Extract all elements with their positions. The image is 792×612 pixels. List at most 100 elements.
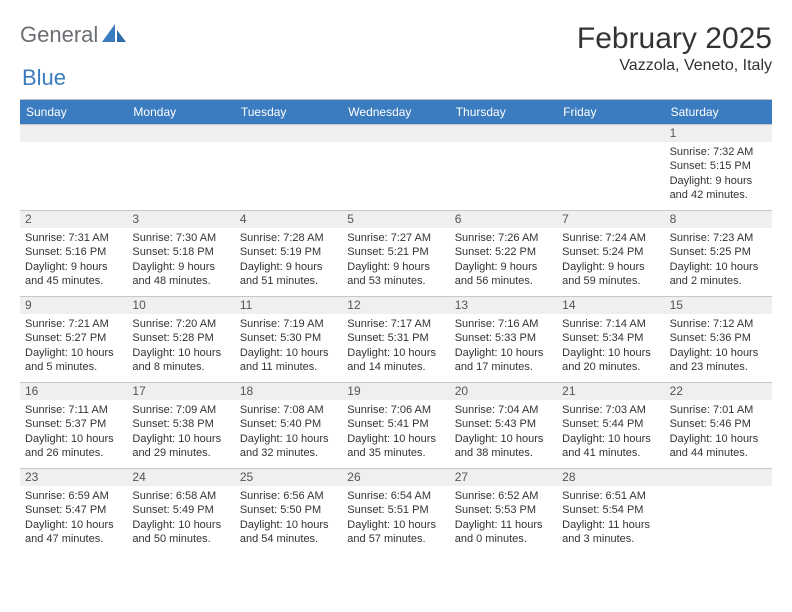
day-number: 22 <box>665 383 772 400</box>
sunrise-text: Sunrise: 7:09 AM <box>132 403 229 417</box>
calendar-day-cell: 14Sunrise: 7:14 AMSunset: 5:34 PMDayligh… <box>557 297 664 382</box>
day-details: Sunrise: 6:58 AMSunset: 5:49 PMDaylight:… <box>127 486 234 550</box>
daylight-text: Daylight: 9 hours and 45 minutes. <box>25 260 122 289</box>
day-number: 19 <box>342 383 449 400</box>
weekday-header-row: Sunday Monday Tuesday Wednesday Thursday… <box>20 99 772 124</box>
calendar-day-cell: 6Sunrise: 7:26 AMSunset: 5:22 PMDaylight… <box>450 211 557 296</box>
day-details: Sunrise: 7:27 AMSunset: 5:21 PMDaylight:… <box>342 228 449 292</box>
day-details: Sunrise: 7:12 AMSunset: 5:36 PMDaylight:… <box>665 314 772 378</box>
day-details: Sunrise: 6:52 AMSunset: 5:53 PMDaylight:… <box>450 486 557 550</box>
sunset-text: Sunset: 5:19 PM <box>240 245 337 259</box>
daylight-text: Daylight: 9 hours and 56 minutes. <box>455 260 552 289</box>
brand-logo: General <box>20 22 130 50</box>
sunset-text: Sunset: 5:27 PM <box>25 331 122 345</box>
calendar-day-cell: 15Sunrise: 7:12 AMSunset: 5:36 PMDayligh… <box>665 297 772 382</box>
day-details: Sunrise: 7:14 AMSunset: 5:34 PMDaylight:… <box>557 314 664 378</box>
sunrise-text: Sunrise: 7:26 AM <box>455 231 552 245</box>
sunset-text: Sunset: 5:22 PM <box>455 245 552 259</box>
sunrise-text: Sunrise: 7:31 AM <box>25 231 122 245</box>
calendar-day-cell: 20Sunrise: 7:04 AMSunset: 5:43 PMDayligh… <box>450 383 557 468</box>
day-number <box>20 125 127 142</box>
sunset-text: Sunset: 5:40 PM <box>240 417 337 431</box>
daylight-text: Daylight: 10 hours and 14 minutes. <box>347 346 444 375</box>
sunset-text: Sunset: 5:31 PM <box>347 331 444 345</box>
calendar-page: General February 2025 Vazzola, Veneto, I… <box>0 0 792 554</box>
day-details: Sunrise: 7:06 AMSunset: 5:41 PMDaylight:… <box>342 400 449 464</box>
day-number <box>557 125 664 142</box>
day-number: 14 <box>557 297 664 314</box>
weekday-header: Sunday <box>20 100 127 124</box>
day-details: Sunrise: 7:23 AMSunset: 5:25 PMDaylight:… <box>665 228 772 292</box>
day-number: 8 <box>665 211 772 228</box>
weekday-header: Monday <box>127 100 234 124</box>
sunset-text: Sunset: 5:30 PM <box>240 331 337 345</box>
sunrise-text: Sunrise: 7:20 AM <box>132 317 229 331</box>
daylight-text: Daylight: 9 hours and 51 minutes. <box>240 260 337 289</box>
sunset-text: Sunset: 5:53 PM <box>455 503 552 517</box>
sunrise-text: Sunrise: 7:16 AM <box>455 317 552 331</box>
weekday-header: Saturday <box>665 100 772 124</box>
calendar-day-cell: 17Sunrise: 7:09 AMSunset: 5:38 PMDayligh… <box>127 383 234 468</box>
calendar-day-cell: 13Sunrise: 7:16 AMSunset: 5:33 PMDayligh… <box>450 297 557 382</box>
day-details: Sunrise: 7:31 AMSunset: 5:16 PMDaylight:… <box>20 228 127 292</box>
daylight-text: Daylight: 10 hours and 32 minutes. <box>240 432 337 461</box>
sunrise-text: Sunrise: 7:17 AM <box>347 317 444 331</box>
day-number: 10 <box>127 297 234 314</box>
sunset-text: Sunset: 5:38 PM <box>132 417 229 431</box>
calendar-week-row: 1Sunrise: 7:32 AMSunset: 5:15 PMDaylight… <box>20 124 772 210</box>
day-details: Sunrise: 7:21 AMSunset: 5:27 PMDaylight:… <box>20 314 127 378</box>
sunset-text: Sunset: 5:54 PM <box>562 503 659 517</box>
sunrise-text: Sunrise: 7:01 AM <box>670 403 767 417</box>
day-details: Sunrise: 7:28 AMSunset: 5:19 PMDaylight:… <box>235 228 342 292</box>
sunset-text: Sunset: 5:36 PM <box>670 331 767 345</box>
daylight-text: Daylight: 10 hours and 26 minutes. <box>25 432 122 461</box>
calendar-week-row: 2Sunrise: 7:31 AMSunset: 5:16 PMDaylight… <box>20 210 772 296</box>
calendar-day-cell: 16Sunrise: 7:11 AMSunset: 5:37 PMDayligh… <box>20 383 127 468</box>
sunrise-text: Sunrise: 7:21 AM <box>25 317 122 331</box>
sunrise-text: Sunrise: 7:06 AM <box>347 403 444 417</box>
sunrise-text: Sunrise: 7:32 AM <box>670 145 767 159</box>
calendar-day-cell: 23Sunrise: 6:59 AMSunset: 5:47 PMDayligh… <box>20 469 127 554</box>
day-details: Sunrise: 7:08 AMSunset: 5:40 PMDaylight:… <box>235 400 342 464</box>
calendar-week-row: 23Sunrise: 6:59 AMSunset: 5:47 PMDayligh… <box>20 468 772 554</box>
day-number: 16 <box>20 383 127 400</box>
weekday-header: Wednesday <box>342 100 449 124</box>
daylight-text: Daylight: 10 hours and 35 minutes. <box>347 432 444 461</box>
day-number: 15 <box>665 297 772 314</box>
day-details: Sunrise: 7:26 AMSunset: 5:22 PMDaylight:… <box>450 228 557 292</box>
day-details: Sunrise: 7:30 AMSunset: 5:18 PMDaylight:… <box>127 228 234 292</box>
day-details: Sunrise: 6:54 AMSunset: 5:51 PMDaylight:… <box>342 486 449 550</box>
daylight-text: Daylight: 10 hours and 41 minutes. <box>562 432 659 461</box>
day-number: 28 <box>557 469 664 486</box>
day-details: Sunrise: 7:11 AMSunset: 5:37 PMDaylight:… <box>20 400 127 464</box>
day-number <box>665 469 772 486</box>
daylight-text: Daylight: 10 hours and 44 minutes. <box>670 432 767 461</box>
daylight-text: Daylight: 10 hours and 50 minutes. <box>132 518 229 547</box>
sunrise-text: Sunrise: 7:27 AM <box>347 231 444 245</box>
daylight-text: Daylight: 10 hours and 2 minutes. <box>670 260 767 289</box>
sunrise-text: Sunrise: 7:28 AM <box>240 231 337 245</box>
sunrise-text: Sunrise: 7:30 AM <box>132 231 229 245</box>
sail-icon <box>100 22 128 50</box>
day-number: 21 <box>557 383 664 400</box>
day-number: 6 <box>450 211 557 228</box>
daylight-text: Daylight: 11 hours and 0 minutes. <box>455 518 552 547</box>
sunrise-text: Sunrise: 6:58 AM <box>132 489 229 503</box>
calendar-day-cell: 1Sunrise: 7:32 AMSunset: 5:15 PMDaylight… <box>665 125 772 210</box>
calendar-week-row: 9Sunrise: 7:21 AMSunset: 5:27 PMDaylight… <box>20 296 772 382</box>
day-number: 20 <box>450 383 557 400</box>
sunrise-text: Sunrise: 6:54 AM <box>347 489 444 503</box>
day-details: Sunrise: 7:17 AMSunset: 5:31 PMDaylight:… <box>342 314 449 378</box>
daylight-text: Daylight: 10 hours and 20 minutes. <box>562 346 659 375</box>
calendar-day-cell: 12Sunrise: 7:17 AMSunset: 5:31 PMDayligh… <box>342 297 449 382</box>
calendar-day-cell: 26Sunrise: 6:54 AMSunset: 5:51 PMDayligh… <box>342 469 449 554</box>
day-details: Sunrise: 7:24 AMSunset: 5:24 PMDaylight:… <box>557 228 664 292</box>
calendar-day-cell: 7Sunrise: 7:24 AMSunset: 5:24 PMDaylight… <box>557 211 664 296</box>
daylight-text: Daylight: 9 hours and 59 minutes. <box>562 260 659 289</box>
daylight-text: Daylight: 10 hours and 23 minutes. <box>670 346 767 375</box>
day-number: 5 <box>342 211 449 228</box>
sunset-text: Sunset: 5:47 PM <box>25 503 122 517</box>
location-text: Vazzola, Veneto, Italy <box>577 57 772 75</box>
daylight-text: Daylight: 10 hours and 5 minutes. <box>25 346 122 375</box>
day-number: 11 <box>235 297 342 314</box>
